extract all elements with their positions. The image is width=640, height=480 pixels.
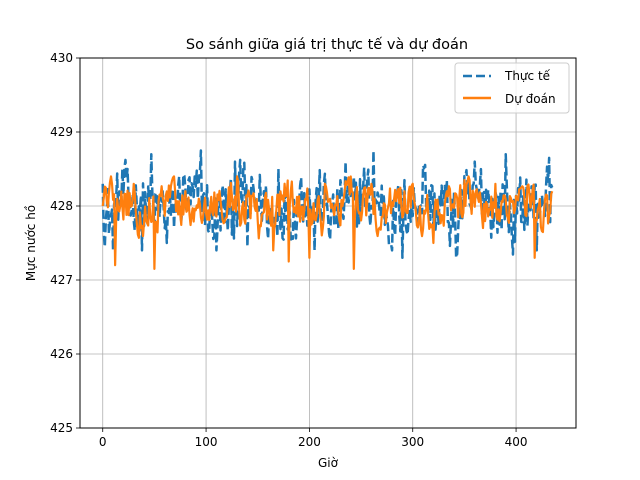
- y-tick-label: 427: [50, 273, 73, 287]
- y-tick-label: 429: [50, 125, 73, 139]
- x-tick-label: 0: [99, 435, 107, 449]
- y-tick-label: 430: [50, 51, 73, 65]
- x-tick-label: 400: [505, 435, 528, 449]
- series-line-predicted: [101, 175, 554, 270]
- x-tick-label: 200: [298, 435, 321, 449]
- legend-label-predicted: Dự đoán: [505, 92, 556, 106]
- chart-title: So sánh giữa giá trị thực tế và dự đoán: [186, 36, 468, 53]
- x-axis: 0 100 200 300 400: [99, 428, 528, 449]
- y-tick-label: 426: [50, 347, 73, 361]
- legend: Thực tế Dự đoán: [454, 62, 570, 114]
- plot-area: [101, 149, 554, 270]
- series-layer: [101, 149, 554, 270]
- y-axis-label: Mực nước hồ: [24, 205, 38, 281]
- y-axis: 425 426 427 428 429 430: [50, 51, 80, 435]
- x-tick-label: 100: [195, 435, 218, 449]
- y-tick-label: 428: [50, 199, 73, 213]
- legend-label-actual: Thực tế: [504, 69, 551, 83]
- axes-frame: [79, 57, 577, 429]
- y-tick-label: 425: [50, 421, 73, 435]
- x-axis-label: Giờ: [318, 456, 339, 470]
- x-tick-label: 300: [401, 435, 424, 449]
